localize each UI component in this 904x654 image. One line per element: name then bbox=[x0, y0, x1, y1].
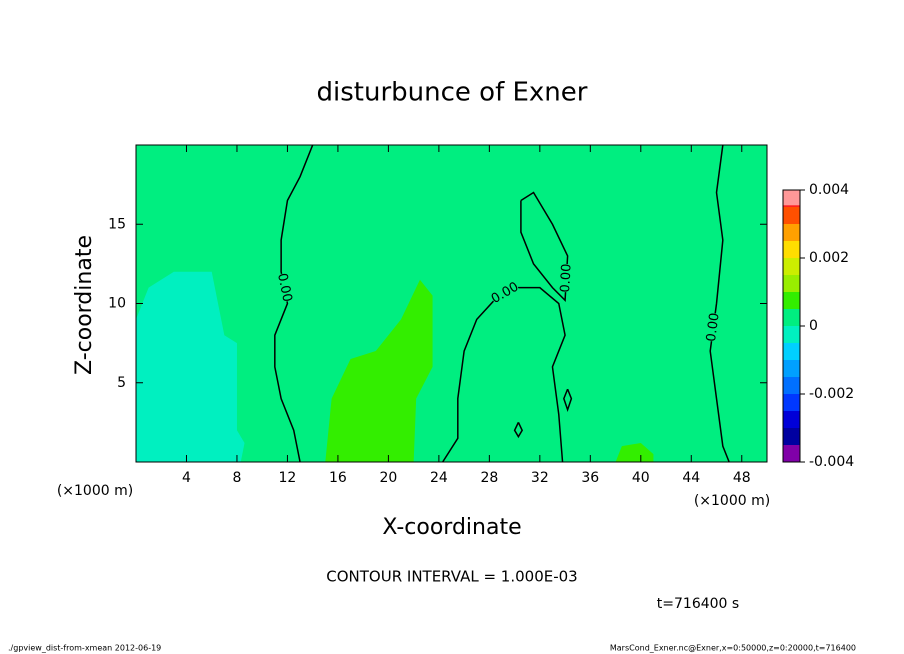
y-tick-label: 5 bbox=[117, 375, 126, 391]
time-label: t=716400 s bbox=[657, 596, 739, 612]
x-axis-label: X-coordinate bbox=[382, 515, 521, 540]
colorbar-band bbox=[783, 445, 800, 462]
colorbar-band bbox=[783, 292, 800, 309]
contour-label-bg bbox=[489, 280, 521, 307]
x-tick-label: 44 bbox=[682, 470, 700, 486]
colorbar-band bbox=[783, 343, 800, 360]
colorbar-band bbox=[783, 326, 800, 343]
colorbar-tick-label: 0.004 bbox=[809, 182, 849, 198]
contour-label: 0.00 bbox=[274, 272, 294, 303]
y-axis-label: Z-coordinate bbox=[72, 235, 97, 375]
colorbar-band bbox=[783, 224, 800, 241]
contour-label-bg bbox=[274, 272, 294, 303]
colorbar-band bbox=[783, 241, 800, 258]
x-unit: (×1000 m) bbox=[694, 493, 770, 509]
field-region bbox=[136, 271, 245, 462]
field-background bbox=[136, 145, 767, 462]
x-tick-label: 36 bbox=[581, 470, 599, 486]
colorbar-tick-label: 0.002 bbox=[809, 250, 849, 266]
footer-left: ./gpview_dist-from-xmean 2012-06-19 bbox=[8, 644, 161, 653]
y-tick-label: 15 bbox=[108, 216, 126, 232]
colorbar-tick-label: 0 bbox=[809, 318, 818, 334]
colorbar-band bbox=[783, 207, 800, 224]
contour-line bbox=[520, 191, 569, 303]
y-tick-label: 10 bbox=[108, 296, 126, 312]
contour-label-bg bbox=[704, 312, 723, 343]
x-tick-label: 24 bbox=[430, 470, 448, 486]
field-region bbox=[615, 442, 654, 462]
colorbar-top bbox=[783, 190, 800, 206]
chart-title: disturbunce of Exner bbox=[317, 78, 588, 108]
colorbar-band bbox=[783, 377, 800, 394]
colorbar-band bbox=[783, 258, 800, 275]
colorbar-band bbox=[783, 360, 800, 377]
x-tick-label: 4 bbox=[182, 470, 191, 486]
colorbar-band bbox=[783, 411, 800, 428]
x-tick-label: 16 bbox=[329, 470, 347, 486]
contour-line bbox=[513, 422, 524, 439]
colorbar-tick-label: -0.004 bbox=[809, 454, 854, 470]
x-tick-label: 12 bbox=[279, 470, 297, 486]
contour-label: 0.00 bbox=[558, 263, 575, 293]
contour-line bbox=[274, 145, 314, 462]
contour-interval: CONTOUR INTERVAL = 1.000E-03 bbox=[326, 568, 577, 586]
contour-label-bg bbox=[558, 263, 575, 293]
contour-line bbox=[563, 388, 573, 413]
colorbar-band bbox=[783, 275, 800, 292]
x-tick-label: 32 bbox=[531, 470, 549, 486]
x-tick-label: 20 bbox=[379, 470, 397, 486]
x-unit: (×1000 m) bbox=[57, 483, 133, 499]
x-tick-label: 48 bbox=[733, 470, 751, 486]
x-tick-label: 40 bbox=[632, 470, 650, 486]
x-tick-label: 8 bbox=[232, 470, 241, 486]
colorbar-band bbox=[783, 309, 800, 326]
footer-right: MarsCond_Exner.nc@Exner,x=0:50000,z=0:20… bbox=[610, 644, 856, 653]
colorbar-band bbox=[783, 394, 800, 411]
contour-label: 0.00 bbox=[704, 312, 723, 343]
field-region bbox=[325, 279, 433, 462]
colorbar-band bbox=[783, 428, 800, 445]
x-tick-label: 28 bbox=[480, 470, 498, 486]
plot-area bbox=[136, 145, 767, 462]
colorbar-tick-label: -0.002 bbox=[809, 386, 854, 402]
